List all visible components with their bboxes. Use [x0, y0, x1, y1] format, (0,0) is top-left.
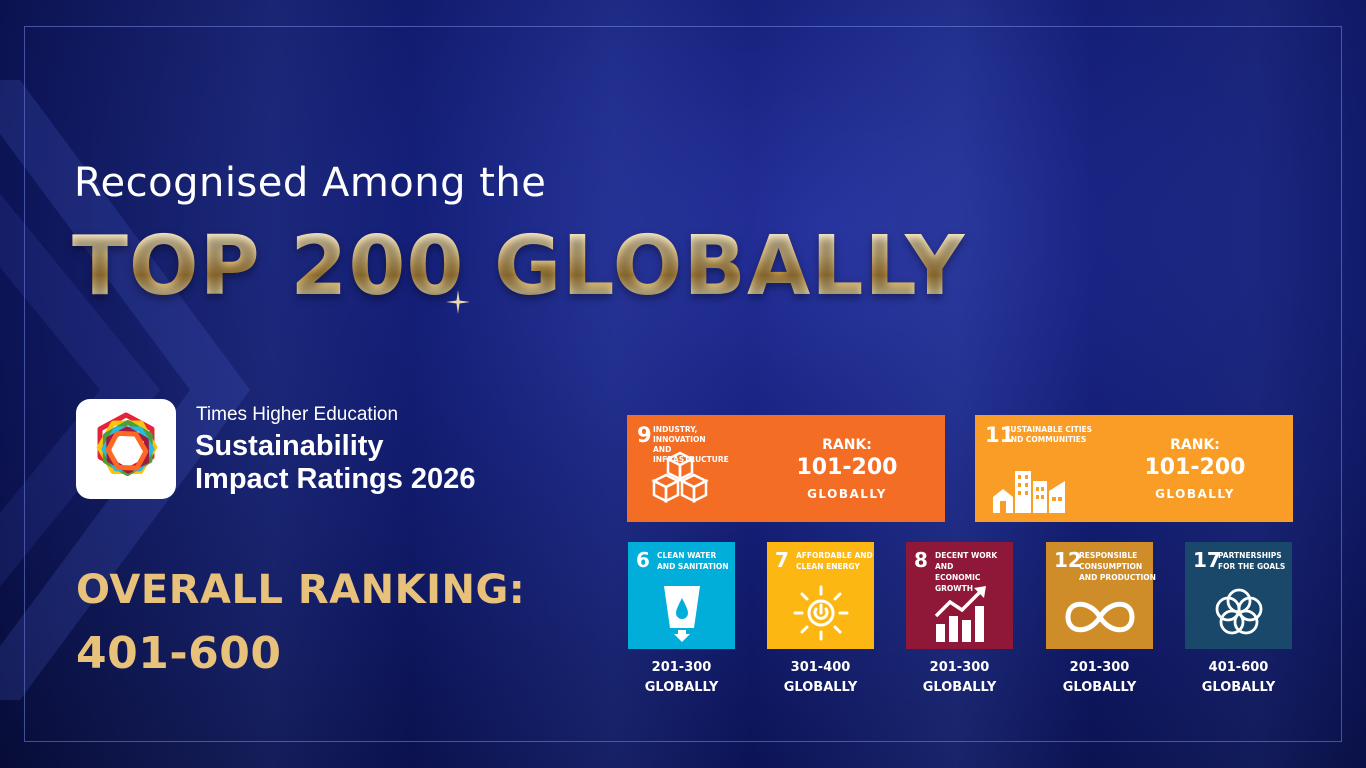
- goal-name-line2: FOR THE GOALS: [1218, 562, 1286, 571]
- flower-rings-icon: [1215, 588, 1263, 635]
- rank-sub: GLOBALLY: [1155, 487, 1235, 501]
- goal-number: 17: [1193, 548, 1221, 572]
- rank-value: 201-300: [651, 660, 712, 675]
- rank-value: 301-400: [790, 660, 851, 675]
- goal-card-7: 7 AFFORDABLE AND CLEAN ENERGY: [767, 542, 874, 649]
- goal-name-line1: DECENT WORK AND: [935, 551, 998, 571]
- goal-number: 6: [636, 548, 650, 572]
- goal-rank-7: 301-400 GLOBALLY: [767, 658, 874, 698]
- goal-rank-8: 201-300 GLOBALLY: [906, 658, 1013, 698]
- goal-card-12: 12 RESPONSIBLE CONSUMPTION AND PRODUCTIO…: [1046, 542, 1156, 649]
- goal-card-11: 11 SUSTAINABLE CITIES AND COMMUNITIES RA…: [975, 415, 1293, 522]
- overall-ranking-value: 401-600: [76, 628, 282, 679]
- border-frame: [24, 26, 1342, 742]
- goal-rank-6: 201-300 GLOBALLY: [628, 658, 735, 698]
- heading-line1: Recognised Among the: [74, 160, 547, 206]
- goal-card-17: 17 PARTNERSHIPS FOR THE GOALS: [1185, 542, 1292, 649]
- sparkle-icon: [446, 290, 470, 314]
- city-buildings-icon: [993, 471, 1065, 513]
- cubes-icon: [651, 451, 709, 504]
- goal-number: 12: [1054, 548, 1082, 572]
- rank-value: 101-200: [796, 455, 898, 480]
- goal-name: PARTNERSHIPS FOR THE GOALS: [1218, 550, 1296, 572]
- ratings-title-line1: Sustainability: [195, 430, 384, 462]
- rank-sub: GLOBALLY: [783, 680, 858, 695]
- rank-sub: GLOBALLY: [1062, 680, 1137, 695]
- rank-sub: GLOBALLY: [807, 487, 887, 501]
- goal-name-line1: AFFORDABLE AND: [796, 551, 873, 560]
- goal-card-8: 8 DECENT WORK AND ECONOMIC GROWTH: [906, 542, 1013, 649]
- goal-name-line3: AND PRODUCTION: [1079, 573, 1156, 582]
- goal-name: CLEAN WATER AND SANITATION: [657, 550, 735, 572]
- the-impact-logo-icon: [76, 399, 176, 499]
- goal-name: SUSTAINABLE CITIES AND COMMUNITIES: [1005, 425, 1095, 445]
- rank-sub: GLOBALLY: [644, 680, 719, 695]
- goal-name-line1: RESPONSIBLE: [1079, 551, 1138, 560]
- goal-rank-17: 401-600 GLOBALLY: [1185, 658, 1292, 698]
- rank-value: 201-300: [1069, 660, 1130, 675]
- rank-label: RANK:: [822, 437, 872, 453]
- rank-sub: GLOBALLY: [1201, 680, 1276, 695]
- growth-chart-icon: [934, 586, 986, 642]
- goal-name: AFFORDABLE AND CLEAN ENERGY: [796, 550, 874, 572]
- goal-card-9: 9 INDUSTRY, INNOVATION AND INFRASTRUCTUR…: [627, 415, 945, 522]
- goal-name-line2: AND COMMUNITIES: [1005, 435, 1087, 444]
- rank-value: 101-200: [1144, 455, 1246, 480]
- goal-name-line1: SUSTAINABLE CITIES: [1005, 425, 1093, 434]
- goal-name-line2: CONSUMPTION: [1079, 562, 1143, 571]
- goal-number: 9: [637, 423, 652, 447]
- rank-label: RANK:: [1170, 437, 1220, 453]
- goal-name-line2: CLEAN ENERGY: [796, 562, 860, 571]
- goal-name-line2: ECONOMIC GROWTH: [935, 573, 981, 593]
- chevron-decoration-icon: [0, 80, 250, 700]
- rank-value: 401-600: [1208, 660, 1269, 675]
- goal-name-line1: PARTNERSHIPS: [1218, 551, 1282, 560]
- rank-value: 201-300: [929, 660, 990, 675]
- overall-ranking-label: OVERALL RANKING:: [76, 567, 526, 613]
- goal-rank-12: 201-300 GLOBALLY: [1046, 658, 1153, 698]
- goal-number: 8: [914, 548, 928, 572]
- infinity-icon: [1065, 601, 1135, 633]
- goal-card-6: 6 CLEAN WATER AND SANITATION: [628, 542, 735, 649]
- publisher-name: Times Higher Education: [196, 404, 399, 425]
- rank-sub: GLOBALLY: [922, 680, 997, 695]
- goal-name: RESPONSIBLE CONSUMPTION AND PRODUCTION: [1079, 550, 1157, 583]
- goal-number: 11: [985, 423, 1015, 447]
- goal-name-line2: AND SANITATION: [657, 562, 729, 571]
- ratings-title-line2: Impact Ratings 2026: [195, 463, 476, 495]
- goal-number: 7: [775, 548, 789, 572]
- goal-name-line1: INDUSTRY, INNOVATION: [653, 425, 706, 444]
- heading-line2: TOP 200 GLOBALLY: [72, 219, 966, 314]
- water-glass-icon: [664, 586, 700, 642]
- goal-name-line1: CLEAN WATER: [657, 551, 717, 560]
- sun-power-icon: [793, 585, 849, 641]
- goal-name: DECENT WORK AND ECONOMIC GROWTH: [935, 550, 1013, 594]
- ratings-title: Sustainability Impact Ratings 2026: [195, 430, 475, 496]
